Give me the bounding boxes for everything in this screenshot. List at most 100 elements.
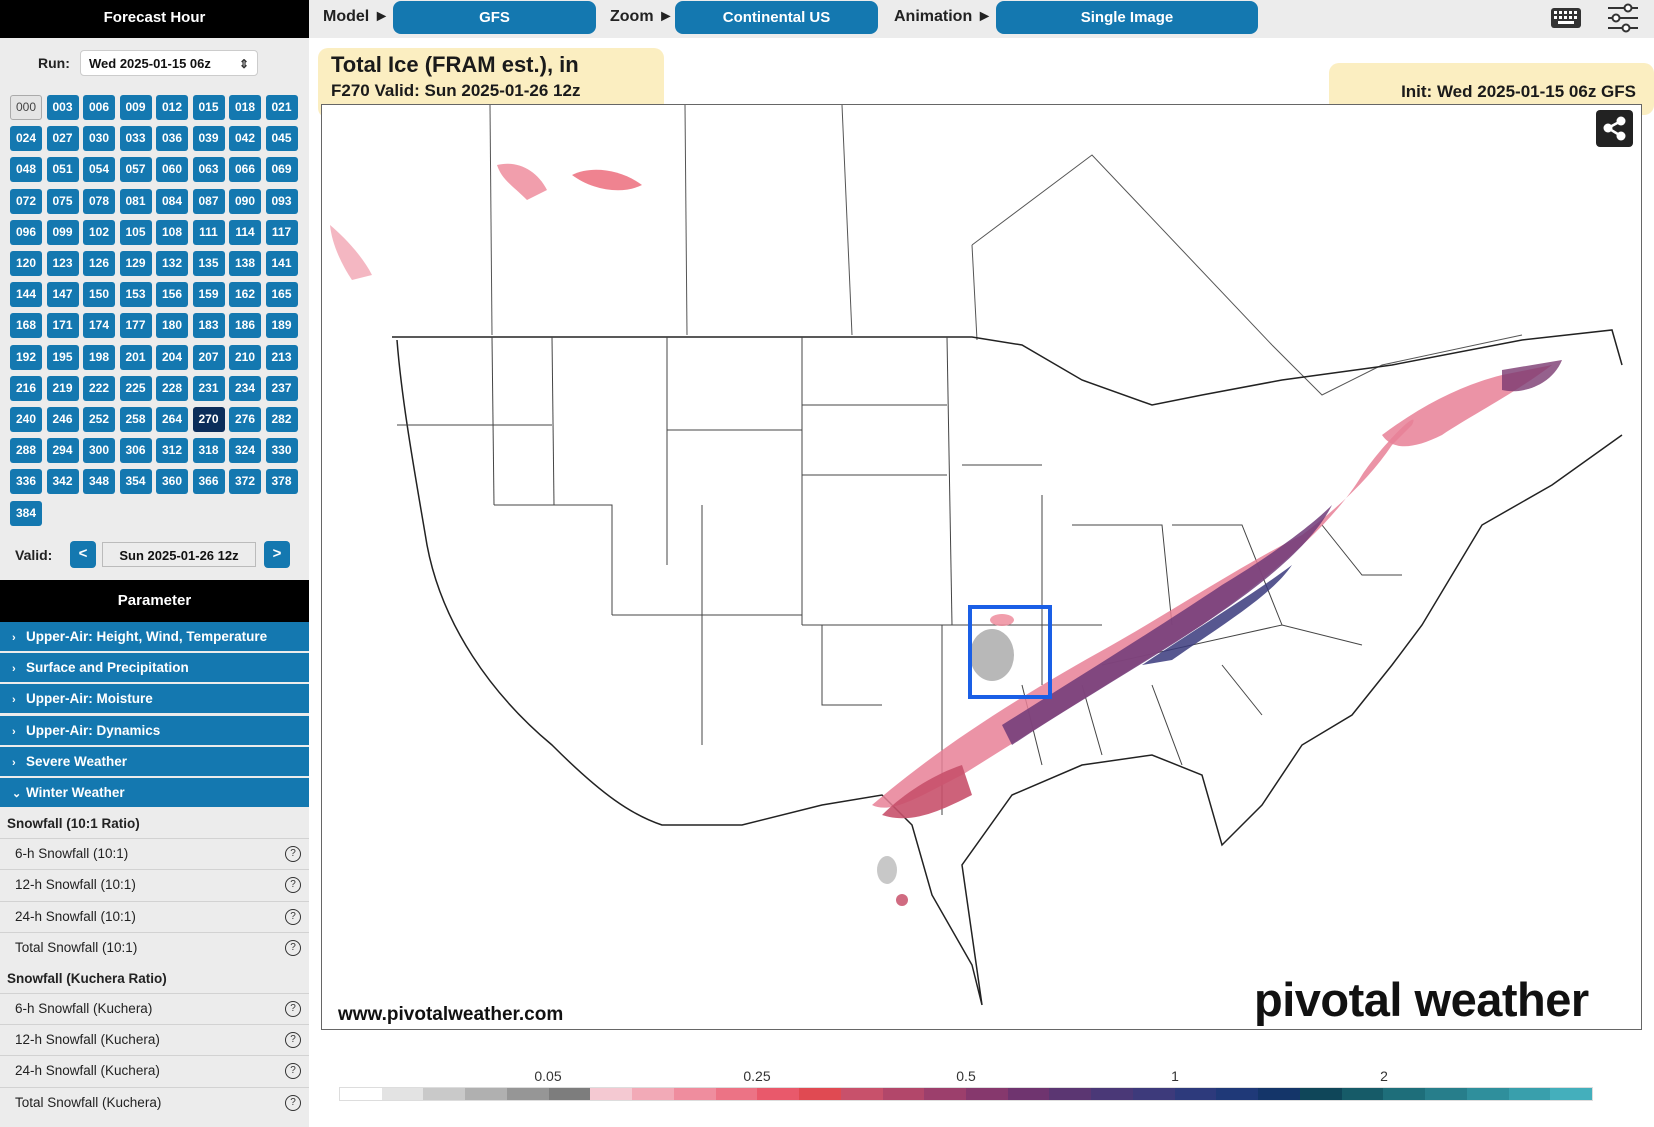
forecast-hour-button[interactable]: 171 [46,313,79,339]
forecast-hour-button[interactable]: 045 [265,126,298,152]
forecast-hour-button[interactable]: 123 [46,251,79,276]
sliders-icon[interactable] [1606,2,1640,34]
forecast-hour-button[interactable]: 075 [46,188,79,214]
forecast-hour-button[interactable]: 282 [265,407,298,432]
forecast-hour-button[interactable]: 342 [46,469,79,495]
forecast-hour-button[interactable]: 087 [192,188,225,214]
forecast-hour-button[interactable]: 186 [229,313,261,339]
forecast-hour-button[interactable]: 117 [265,219,298,245]
forecast-hour-button[interactable]: 132 [156,251,188,276]
forecast-hour-button[interactable]: 300 [83,438,115,464]
forecast-hour-button[interactable]: 054 [83,157,115,183]
forecast-hour-button[interactable]: 378 [265,469,298,495]
forecast-hour-button[interactable]: 354 [119,469,152,495]
forecast-hour-button[interactable]: 207 [192,344,225,370]
forecast-hour-button[interactable]: 042 [229,126,261,152]
forecast-hour-button[interactable]: 036 [156,126,188,152]
zoom-button[interactable]: Continental US [675,1,878,34]
forecast-hour-button[interactable]: 366 [192,469,225,495]
forecast-hour-button[interactable]: 252 [83,407,115,432]
forecast-hour-button[interactable]: 120 [10,251,42,276]
help-icon[interactable]: ? [285,1001,301,1017]
forecast-hour-button[interactable]: 069 [265,157,298,183]
parameter-category[interactable]: › Severe Weather [0,746,309,776]
forecast-hour-button[interactable]: 009 [119,95,152,120]
forecast-hour-button[interactable]: 033 [119,126,152,152]
forecast-hour-button[interactable]: 084 [156,188,188,214]
forecast-hour-button[interactable]: 030 [83,126,115,152]
forecast-hour-button[interactable]: 312 [156,438,188,464]
forecast-hour-button[interactable]: 306 [119,438,152,464]
forecast-hour-button[interactable]: 210 [229,344,261,370]
forecast-hour-button[interactable]: 204 [156,344,188,370]
forecast-hour-button[interactable]: 330 [265,438,298,464]
previous-hour-button[interactable]: < [70,541,96,568]
forecast-hour-button[interactable]: 027 [46,126,79,152]
parameter-item[interactable]: 24-h Snowfall (10:1)? [0,900,309,931]
help-icon[interactable]: ? [285,877,301,894]
forecast-hour-button[interactable]: 225 [119,375,152,401]
forecast-hour-button[interactable]: 138 [229,251,261,276]
parameter-category[interactable]: › Upper-Air: Height, Wind, Temperature [0,622,309,651]
forecast-hour-button[interactable]: 063 [192,157,225,183]
help-icon[interactable]: ? [285,1032,301,1049]
forecast-hour-button[interactable]: 258 [119,407,152,432]
forecast-map[interactable] [321,104,1642,1030]
forecast-hour-button[interactable]: 213 [265,344,298,370]
parameter-item[interactable]: 12-h Snowfall (Kuchera)? [0,1024,309,1054]
forecast-hour-button[interactable]: 111 [192,219,225,245]
forecast-hour-button[interactable]: 135 [192,251,225,276]
forecast-hour-button[interactable]: 231 [192,375,225,401]
help-icon[interactable]: ? [285,1094,301,1111]
help-icon[interactable]: ? [285,846,301,863]
forecast-hour-button[interactable]: 102 [83,219,115,245]
forecast-hour-button[interactable]: 021 [265,95,298,120]
help-icon[interactable]: ? [285,908,301,925]
forecast-hour-button[interactable]: 234 [229,375,261,401]
forecast-hour-button[interactable]: 219 [46,375,79,401]
forecast-hour-button[interactable]: 093 [265,188,298,214]
forecast-hour-button[interactable]: 099 [46,219,79,245]
forecast-hour-button[interactable]: 222 [83,375,115,401]
forecast-hour-button[interactable]: 090 [229,188,261,214]
model-button[interactable]: GFS [393,1,596,34]
forecast-hour-button[interactable]: 105 [119,219,152,245]
forecast-hour-button[interactable]: 057 [119,157,152,183]
run-select[interactable]: Wed 2025-01-15 06z ⇕ [80,50,258,76]
parameter-category[interactable]: › Upper-Air: Dynamics [0,715,309,745]
forecast-hour-button[interactable]: 270 [192,407,225,432]
forecast-hour-button[interactable]: 078 [83,188,115,214]
forecast-hour-button[interactable]: 180 [156,313,188,339]
forecast-hour-button[interactable]: 129 [119,251,152,276]
parameter-category[interactable]: ⌄ Winter Weather [0,778,309,807]
parameter-item[interactable]: Total Snowfall (10:1)? [0,931,309,962]
forecast-hour-button[interactable]: 183 [192,313,225,339]
help-icon[interactable]: ? [285,1063,301,1080]
forecast-hour-button[interactable]: 288 [10,438,42,464]
forecast-hour-button[interactable]: 372 [229,469,261,495]
forecast-hour-button[interactable]: 156 [156,282,188,308]
forecast-hour-button[interactable]: 048 [10,157,42,183]
forecast-hour-button[interactable]: 318 [192,438,225,464]
forecast-hour-button[interactable]: 192 [10,344,42,370]
forecast-hour-button[interactable]: 153 [119,282,152,308]
forecast-hour-button[interactable]: 168 [10,313,42,339]
forecast-hour-button[interactable]: 264 [156,407,188,432]
forecast-hour-button[interactable]: 141 [265,251,298,276]
forecast-hour-button[interactable]: 189 [265,313,298,339]
forecast-hour-button[interactable]: 150 [83,282,115,308]
forecast-hour-button[interactable]: 003 [46,95,79,120]
forecast-hour-button[interactable]: 177 [119,313,152,339]
keyboard-icon[interactable] [1550,7,1582,29]
forecast-hour-button[interactable]: 237 [265,375,298,401]
forecast-hour-button[interactable]: 348 [83,469,115,495]
forecast-hour-button[interactable]: 114 [229,219,261,245]
forecast-hour-button[interactable]: 159 [192,282,225,308]
forecast-hour-button[interactable]: 126 [83,251,115,276]
parameter-item[interactable]: 12-h Snowfall (10:1)? [0,869,309,899]
forecast-hour-button[interactable]: 060 [156,157,188,183]
forecast-hour-button[interactable]: 246 [46,407,79,432]
forecast-hour-button[interactable]: 165 [265,282,298,308]
animation-button[interactable]: Single Image [996,1,1258,34]
parameter-category[interactable]: › Surface and Precipitation [0,653,309,683]
